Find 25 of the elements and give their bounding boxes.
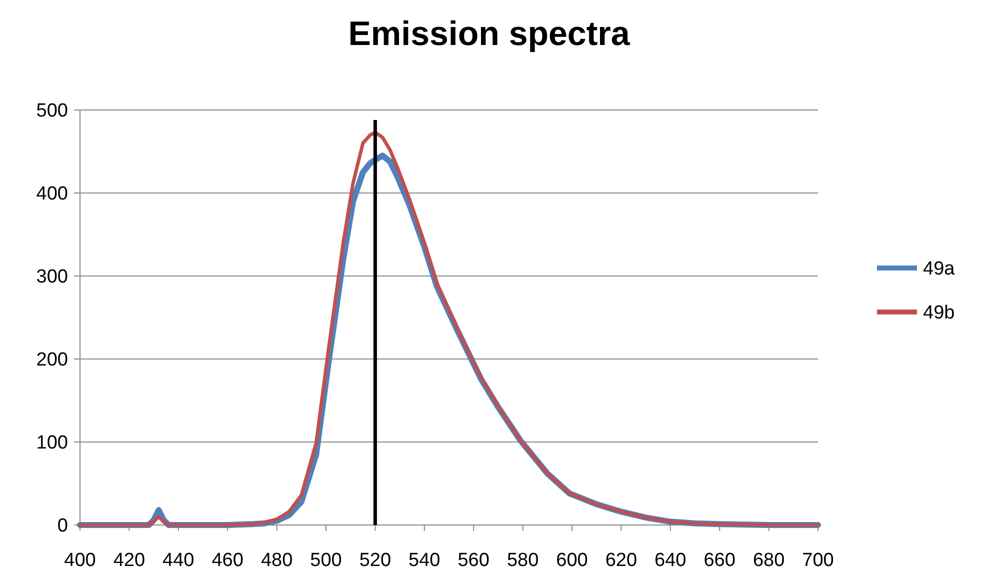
x-tick-label: 620 <box>605 550 638 571</box>
y-tick-label: 500 <box>36 100 68 122</box>
x-tick-label: 540 <box>408 550 440 571</box>
y-tick-label: 200 <box>36 350 68 371</box>
x-tick-label: 480 <box>260 550 293 571</box>
y-tick-label: 100 <box>36 432 68 454</box>
x-tick-label: 640 <box>654 550 686 571</box>
x-tick-label: 660 <box>704 550 736 571</box>
y-tick-label: 0 <box>57 516 68 537</box>
x-tick-label: 400 <box>64 550 96 571</box>
y-tick-label: 400 <box>36 184 68 205</box>
x-tick-label: 440 <box>162 550 194 571</box>
x-tick-label: 600 <box>556 550 588 571</box>
x-tick-label: 580 <box>506 550 539 571</box>
x-tick-label: 680 <box>752 550 785 571</box>
x-tick-label: 560 <box>458 550 490 571</box>
x-tick-label: 520 <box>359 550 392 571</box>
legend-label: 49b <box>923 302 955 324</box>
legend-label: 49a <box>923 258 956 280</box>
y-tick-label: 300 <box>36 266 68 288</box>
chart-title: Emission spectra <box>348 15 631 53</box>
x-tick-label: 500 <box>310 550 342 571</box>
x-tick-label: 420 <box>113 550 146 571</box>
x-tick-label: 460 <box>212 550 244 571</box>
x-tick-label: 700 <box>802 550 834 571</box>
